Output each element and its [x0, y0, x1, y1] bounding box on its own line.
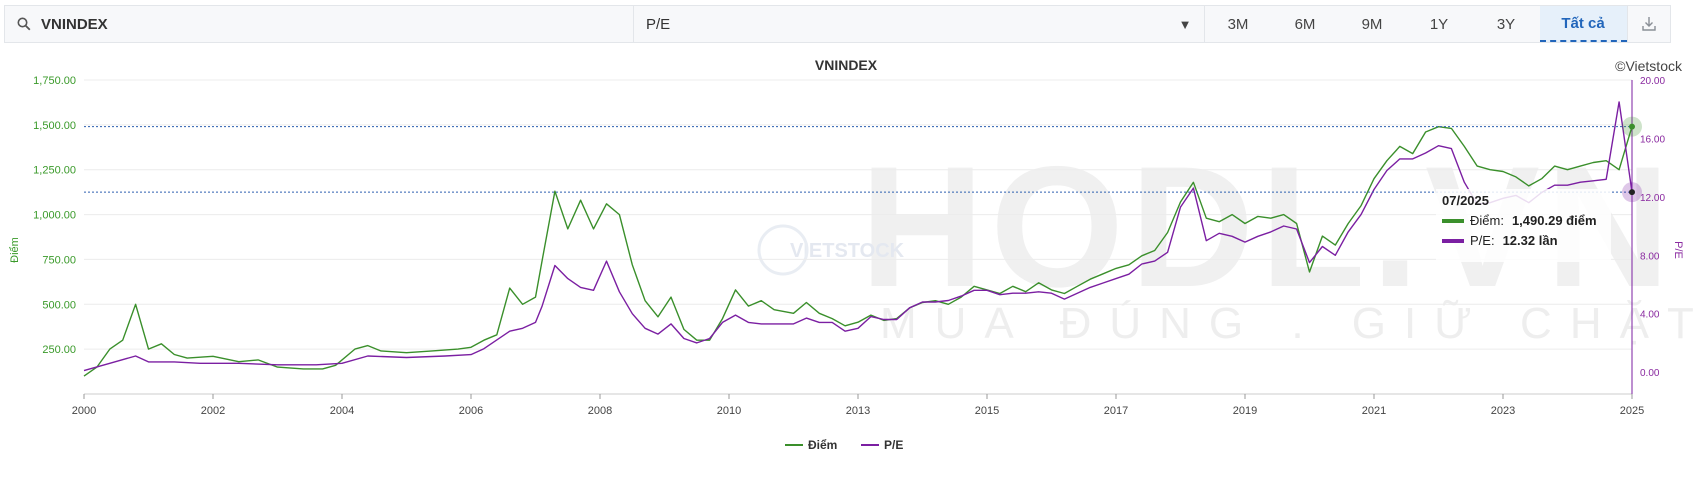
crosshair	[84, 116, 1642, 203]
chart-credit: ©Vietstock	[1615, 58, 1683, 74]
marker-point-diem	[1629, 123, 1635, 130]
period-3y[interactable]: 3Y	[1496, 15, 1516, 33]
tooltip-value-diem: 1,490.29 điểm	[1511, 213, 1597, 228]
y-left-tick-label: 1,750.00	[33, 75, 76, 87]
tooltip-date: 07/2025	[1442, 193, 1489, 208]
period-3m[interactable]: 3M	[1227, 15, 1249, 33]
y-right-tick-label: 12.00	[1640, 193, 1665, 204]
x-tick-label: 2002	[201, 405, 225, 417]
watermark-tagline: MUA ĐÚNG . GIỮ CHẶT	[880, 298, 1700, 348]
period-9m[interactable]: 9M	[1361, 15, 1383, 33]
x-tick-label: 2015	[975, 405, 999, 417]
search-icon	[17, 17, 31, 31]
marker-point-pe	[1629, 189, 1635, 196]
x-tick-label: 2000	[72, 405, 96, 417]
toolbar: VNINDEX P/E ▼ 3M 6M 9M 1Y 3Y Tất cả	[4, 5, 1671, 43]
legend: Điểm P/E	[785, 438, 903, 452]
y-left-tick-label: 1,250.00	[33, 165, 76, 177]
y-right-tick-label: 16.00	[1640, 134, 1665, 145]
indicator-value: P/E	[646, 15, 671, 33]
y-right-label: P/E	[1672, 241, 1684, 259]
x-tick-label: 2017	[1104, 405, 1128, 417]
legend-label-pe[interactable]: P/E	[884, 438, 903, 452]
series-line-pe	[83, 101, 1633, 372]
period-6m[interactable]: 6M	[1294, 15, 1316, 33]
tooltip-label-diem: Điểm:	[1470, 213, 1504, 228]
axes: 250.00 500.00 750.00 1,000.00 1,250.00 1,500.…	[33, 75, 1665, 417]
y-left-label: Điểm	[9, 237, 21, 263]
y-right-tick-label: 20.00	[1640, 76, 1665, 87]
x-tick-label: 2023	[1491, 405, 1515, 417]
x-tick-label: 2013	[846, 405, 870, 417]
x-tick-label: 2025	[1620, 405, 1644, 417]
x-tick-label: 2019	[1233, 405, 1257, 417]
y-left-tick-label: 750.00	[42, 254, 76, 266]
y-left-tick-label: 1,000.00	[33, 210, 76, 222]
tooltip-row-pe: P/E: 12.32 lần	[1442, 233, 1605, 248]
period-1y[interactable]: 1Y	[1429, 15, 1449, 33]
series-lines	[83, 101, 1633, 377]
download-icon	[1642, 17, 1656, 31]
y-left-tick-label: 1,500.00	[33, 120, 76, 132]
symbol-search[interactable]: VNINDEX	[5, 6, 634, 42]
grid	[84, 79, 1632, 350]
y-right-tick-label: 8.00	[1640, 251, 1660, 262]
tooltip-value-pe: 12.32 lần	[1502, 233, 1558, 248]
y-right-tick-label: 4.00	[1640, 310, 1660, 321]
chart-title: VNINDEX	[815, 57, 878, 73]
period-all[interactable]: Tất cả	[1539, 6, 1627, 42]
tooltip-swatch-diem	[1442, 218, 1464, 223]
download-button[interactable]	[1626, 6, 1670, 42]
period-tabs: 3M 6M 9M 1Y 3Y Tất cả	[1205, 6, 1627, 42]
indicator-select[interactable]: P/E ▼	[634, 6, 1205, 42]
vnindex-chart: HODL.VN MUA ĐÚNG . GIỮ CHẶT VIETSTOCK 25…	[9, 57, 1700, 452]
y-right-tick-label: 0.00	[1640, 368, 1660, 379]
symbol-value[interactable]: VNINDEX	[41, 15, 108, 33]
tooltip-swatch-pe	[1442, 238, 1464, 243]
x-tick-label: 2004	[330, 405, 354, 417]
caret-down-icon: ▼	[1178, 16, 1192, 32]
legend-label-diem[interactable]: Điểm	[808, 438, 837, 452]
tooltip: 07/2025 Điểm: 1,490.29 điểm P/E: 12.32 l…	[1436, 189, 1611, 262]
y-left-tick-label: 500.00	[42, 299, 76, 311]
watermark-center-logo: VIETSTOCK	[790, 240, 905, 262]
x-tick-label: 2008	[588, 405, 612, 417]
x-tick-label: 2006	[459, 405, 483, 417]
tooltip-row-diem: Điểm: 1,490.29 điểm	[1442, 213, 1605, 228]
x-tick-label: 2021	[1362, 405, 1386, 417]
tooltip-label-pe: P/E:	[1470, 233, 1495, 248]
y-left-tick-label: 250.00	[42, 344, 76, 356]
watermark-logo-mark	[757, 224, 809, 276]
x-tick-label: 2010	[717, 405, 741, 417]
